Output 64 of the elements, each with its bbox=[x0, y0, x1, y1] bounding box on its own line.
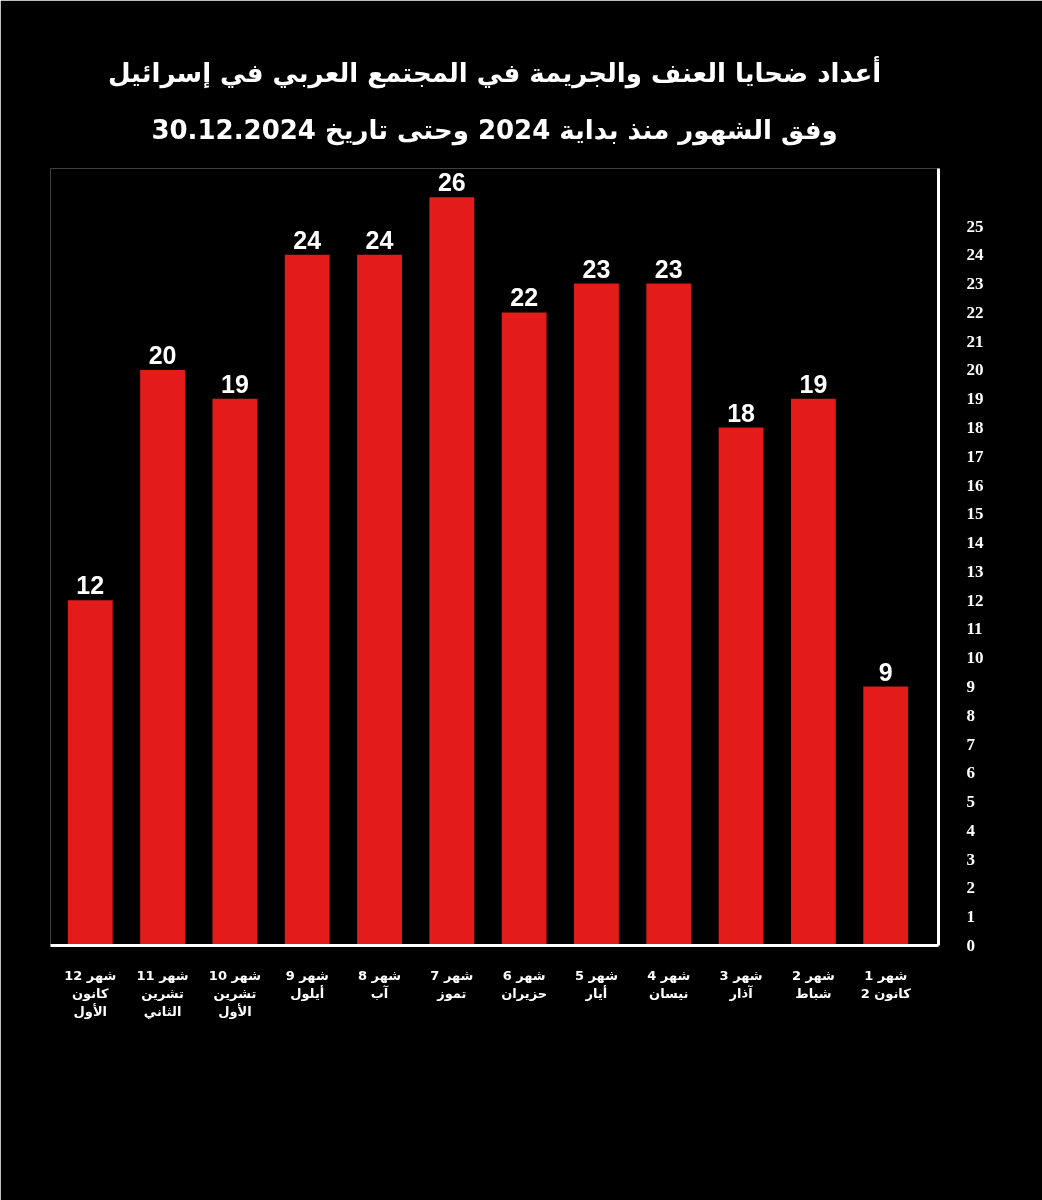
chart-subtitle: وفق الشهور منذ بداية 2024 وحتى تاريخ 30.12.2024 bbox=[151, 114, 838, 146]
bar bbox=[646, 283, 692, 946]
x-tick-label: شهر 6 حزيران bbox=[501, 967, 548, 1001]
data-label: 24 bbox=[365, 225, 394, 254]
y-tick-label: 16 bbox=[966, 475, 984, 495]
x-tick-label: شهر 11 تشرين الثاني bbox=[136, 967, 189, 1019]
y-tick-label: 15 bbox=[966, 504, 984, 524]
y-tick-label: 0 bbox=[966, 936, 975, 955]
y-tick-label: 19 bbox=[966, 389, 984, 409]
bar bbox=[501, 312, 547, 946]
x-tick-label: شهر 7 تموز bbox=[430, 967, 474, 1001]
bar bbox=[67, 600, 113, 946]
x-tick-label: شهر 9 أيلول bbox=[285, 967, 329, 1001]
data-label: 24 bbox=[293, 225, 322, 254]
y-tick-label: 12 bbox=[966, 590, 984, 610]
y-tick-label: 9 bbox=[966, 677, 975, 696]
data-label: 18 bbox=[727, 398, 756, 427]
data-label: 23 bbox=[654, 254, 683, 283]
y-tick-label: 2 bbox=[966, 878, 975, 898]
bar bbox=[790, 398, 836, 946]
data-label: 26 bbox=[437, 168, 466, 197]
bar bbox=[212, 398, 258, 946]
y-tick-label: 10 bbox=[966, 648, 984, 668]
chart-title: أعداد ضحايا العنف والجريمة في المجتمع العربي في إسرائيل bbox=[107, 55, 882, 89]
bar bbox=[284, 254, 330, 946]
y-tick-label: 1 bbox=[966, 907, 975, 927]
data-label: 19 bbox=[799, 369, 828, 398]
x-tick-label: شهر 8 آب bbox=[358, 967, 402, 1001]
x-tick-label: شهر 5 أيار bbox=[574, 967, 618, 1001]
bar bbox=[863, 686, 909, 946]
y-tick-label: 5 bbox=[966, 792, 975, 812]
data-label: 20 bbox=[148, 340, 177, 369]
bar bbox=[718, 427, 764, 946]
y-tick-label: 18 bbox=[966, 418, 984, 437]
y-tick-label: 24 bbox=[966, 245, 984, 265]
bar bbox=[574, 283, 619, 946]
y-tick-label: 8 bbox=[966, 705, 975, 725]
y-tick-label: 13 bbox=[966, 561, 984, 581]
bar bbox=[140, 369, 185, 946]
x-tick-label: شهر 4 نيسان bbox=[647, 967, 691, 1001]
x-tick-label: شهر 2 شباط bbox=[791, 967, 835, 1001]
data-label: 12 bbox=[76, 571, 105, 600]
y-tick-label: 22 bbox=[966, 302, 984, 322]
y-tick-label: 6 bbox=[966, 763, 975, 783]
y-tick-label: 21 bbox=[966, 331, 984, 351]
y-tick-label: 23 bbox=[966, 274, 984, 294]
x-tick-label: شهر 3 آذار bbox=[719, 967, 763, 1001]
x-tick-label: شهر 12 كانون الأول bbox=[64, 967, 117, 1019]
x-tick-label: شهر 1 كانون 2 bbox=[860, 967, 912, 1001]
data-label: 19 bbox=[220, 369, 249, 398]
bar bbox=[357, 254, 402, 946]
data-label: 9 bbox=[878, 657, 893, 686]
y-tick-label: 14 bbox=[966, 533, 984, 553]
y-tick-label: 3 bbox=[966, 849, 975, 869]
y-tick-label: 25 bbox=[966, 216, 984, 236]
bar bbox=[429, 197, 475, 946]
y-tick-label: 17 bbox=[966, 446, 984, 466]
y-tick-label: 7 bbox=[966, 734, 976, 754]
y-tick-label: 11 bbox=[966, 619, 983, 639]
y-tick-label: 4 bbox=[966, 820, 976, 840]
data-label: 23 bbox=[582, 254, 611, 283]
x-tick-label: شهر 10 تشرين الأول bbox=[208, 967, 261, 1019]
y-tick-label: 20 bbox=[966, 360, 984, 380]
data-label: 22 bbox=[510, 283, 539, 312]
